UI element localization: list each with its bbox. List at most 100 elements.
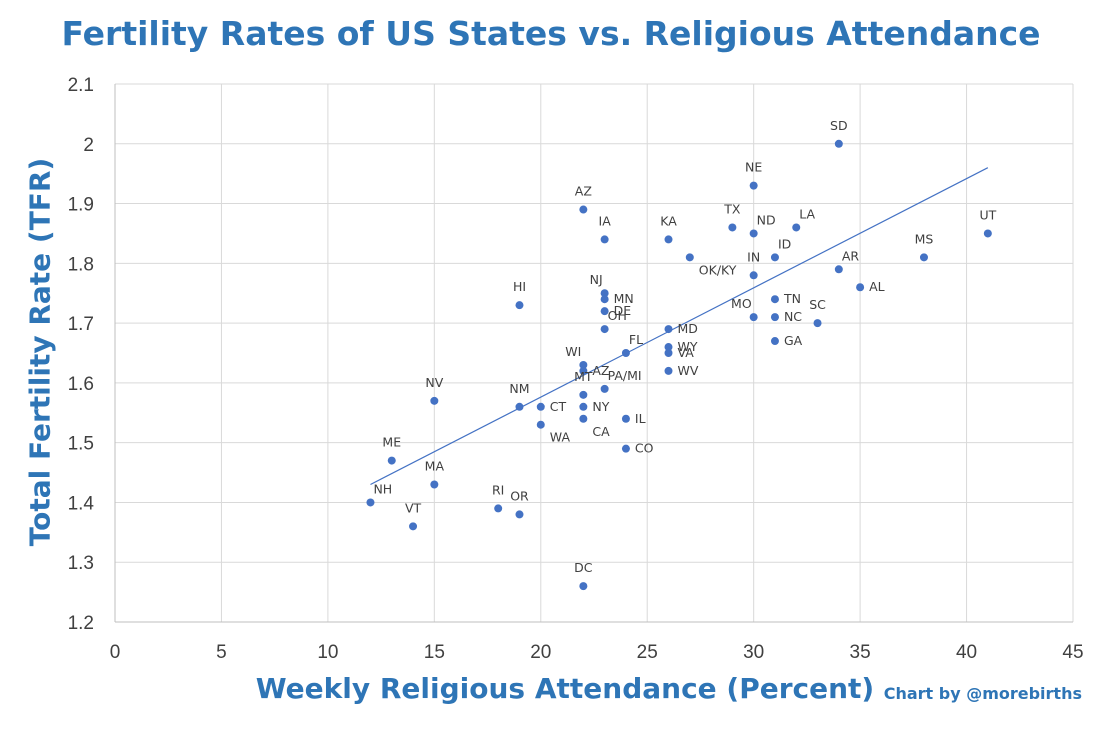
data-point — [664, 343, 673, 352]
data-point — [536, 402, 545, 411]
data-label: VA — [678, 345, 695, 360]
data-label: GA — [784, 333, 803, 348]
data-label: CA — [592, 424, 610, 439]
trendline-group — [370, 167, 989, 486]
data-label: WV — [678, 363, 699, 378]
trendline — [370, 167, 989, 486]
data-label: DC — [574, 560, 593, 575]
data-label: ID — [778, 236, 791, 251]
data-point — [600, 235, 609, 244]
data-label: NJ — [590, 272, 603, 287]
data-label: AL — [869, 279, 885, 294]
x-tick-label: 15 — [424, 642, 445, 663]
y-tick-label: 1.4 — [68, 493, 95, 514]
data-point — [409, 522, 418, 531]
data-points — [366, 139, 992, 591]
data-label: HI — [513, 279, 526, 294]
data-point — [919, 253, 928, 262]
x-tick-label: 35 — [850, 642, 871, 663]
data-label: NM — [509, 381, 529, 396]
data-point — [579, 582, 588, 591]
data-point — [749, 229, 758, 238]
y-tick-label: 1.6 — [68, 374, 94, 395]
data-label: WY — [678, 339, 698, 354]
data-point — [494, 504, 503, 513]
data-label: ND — [757, 212, 776, 227]
data-label: KA — [660, 213, 677, 228]
data-point — [770, 337, 779, 346]
tick-labels: 1.2 1.3 1.4 1.5 1.6 1.7 1.8 1.9 2 2.1 0 5 10 15 20 25 30… — [68, 75, 1084, 663]
x-axis-label: Weekly Religious Attendance (Percent) — [255, 672, 875, 705]
data-label: FL — [629, 332, 643, 347]
x-tick-label: 0 — [110, 642, 121, 663]
data-point — [515, 510, 524, 519]
x-tick-label: 5 — [216, 642, 227, 663]
data-label: WA — [550, 430, 571, 445]
data-label: UT — [979, 207, 996, 222]
data-point — [579, 205, 588, 214]
data-point — [579, 414, 588, 423]
x-tick-label: 40 — [956, 642, 977, 663]
data-point — [792, 223, 801, 232]
data-label: AR — [842, 248, 860, 263]
data-point — [515, 301, 524, 310]
y-tick-label: 1.5 — [68, 434, 94, 455]
data-point — [621, 444, 630, 453]
data-label: WI — [565, 344, 581, 359]
axes — [114, 84, 1073, 623]
data-label: MT — [574, 369, 593, 384]
data-point — [579, 366, 588, 375]
y-tick-label: 2.1 — [68, 75, 94, 96]
data-point — [600, 307, 609, 316]
data-label: OH — [608, 308, 627, 323]
chart-credit: Chart by @morebirths — [883, 684, 1082, 703]
data-point — [770, 253, 779, 262]
data-point — [600, 289, 609, 298]
data-label: IN — [747, 249, 760, 264]
data-label: IL — [635, 411, 646, 426]
data-point — [685, 253, 694, 262]
data-point — [600, 325, 609, 334]
data-point — [366, 498, 375, 507]
data-label: TN — [783, 291, 801, 306]
data-point — [813, 319, 822, 328]
data-label: AZ — [575, 184, 592, 199]
chart-title: Fertility Rates of US States vs. Religio… — [61, 14, 1041, 53]
data-point — [856, 283, 865, 292]
data-label: SC — [809, 297, 826, 312]
data-label: NH — [373, 481, 392, 496]
x-tick-label: 30 — [743, 642, 764, 663]
data-label: MO — [731, 296, 752, 311]
data-point — [387, 456, 396, 465]
data-label: AZ — [592, 363, 609, 378]
data-point — [728, 223, 737, 232]
data-point — [430, 396, 439, 405]
y-tick-label: 1.2 — [68, 613, 94, 634]
data-label: MS — [915, 231, 934, 246]
data-label: NV — [425, 375, 443, 390]
data-point — [983, 229, 992, 238]
data-point — [664, 235, 673, 244]
data-label: VT — [405, 500, 422, 515]
data-point — [749, 271, 758, 280]
data-point — [621, 349, 630, 357]
data-label: CO — [635, 441, 654, 456]
data-label: ME — [382, 435, 401, 450]
data-label: PA/MI — [608, 368, 642, 383]
data-point — [600, 384, 609, 393]
data-point — [770, 313, 779, 322]
data-label: NE — [745, 160, 762, 175]
x-tick-label: 10 — [317, 642, 338, 663]
y-tick-label: 2 — [83, 135, 94, 156]
x-tick-label: 20 — [530, 642, 551, 663]
data-label: NY — [592, 399, 609, 414]
data-point — [749, 181, 758, 190]
data-label: IA — [599, 213, 612, 228]
data-label: MD — [678, 321, 698, 336]
data-label: OK/KY — [699, 262, 737, 277]
data-label: OR — [510, 488, 529, 503]
data-point — [536, 420, 545, 429]
data-label: TX — [723, 201, 741, 216]
data-point — [579, 390, 588, 399]
